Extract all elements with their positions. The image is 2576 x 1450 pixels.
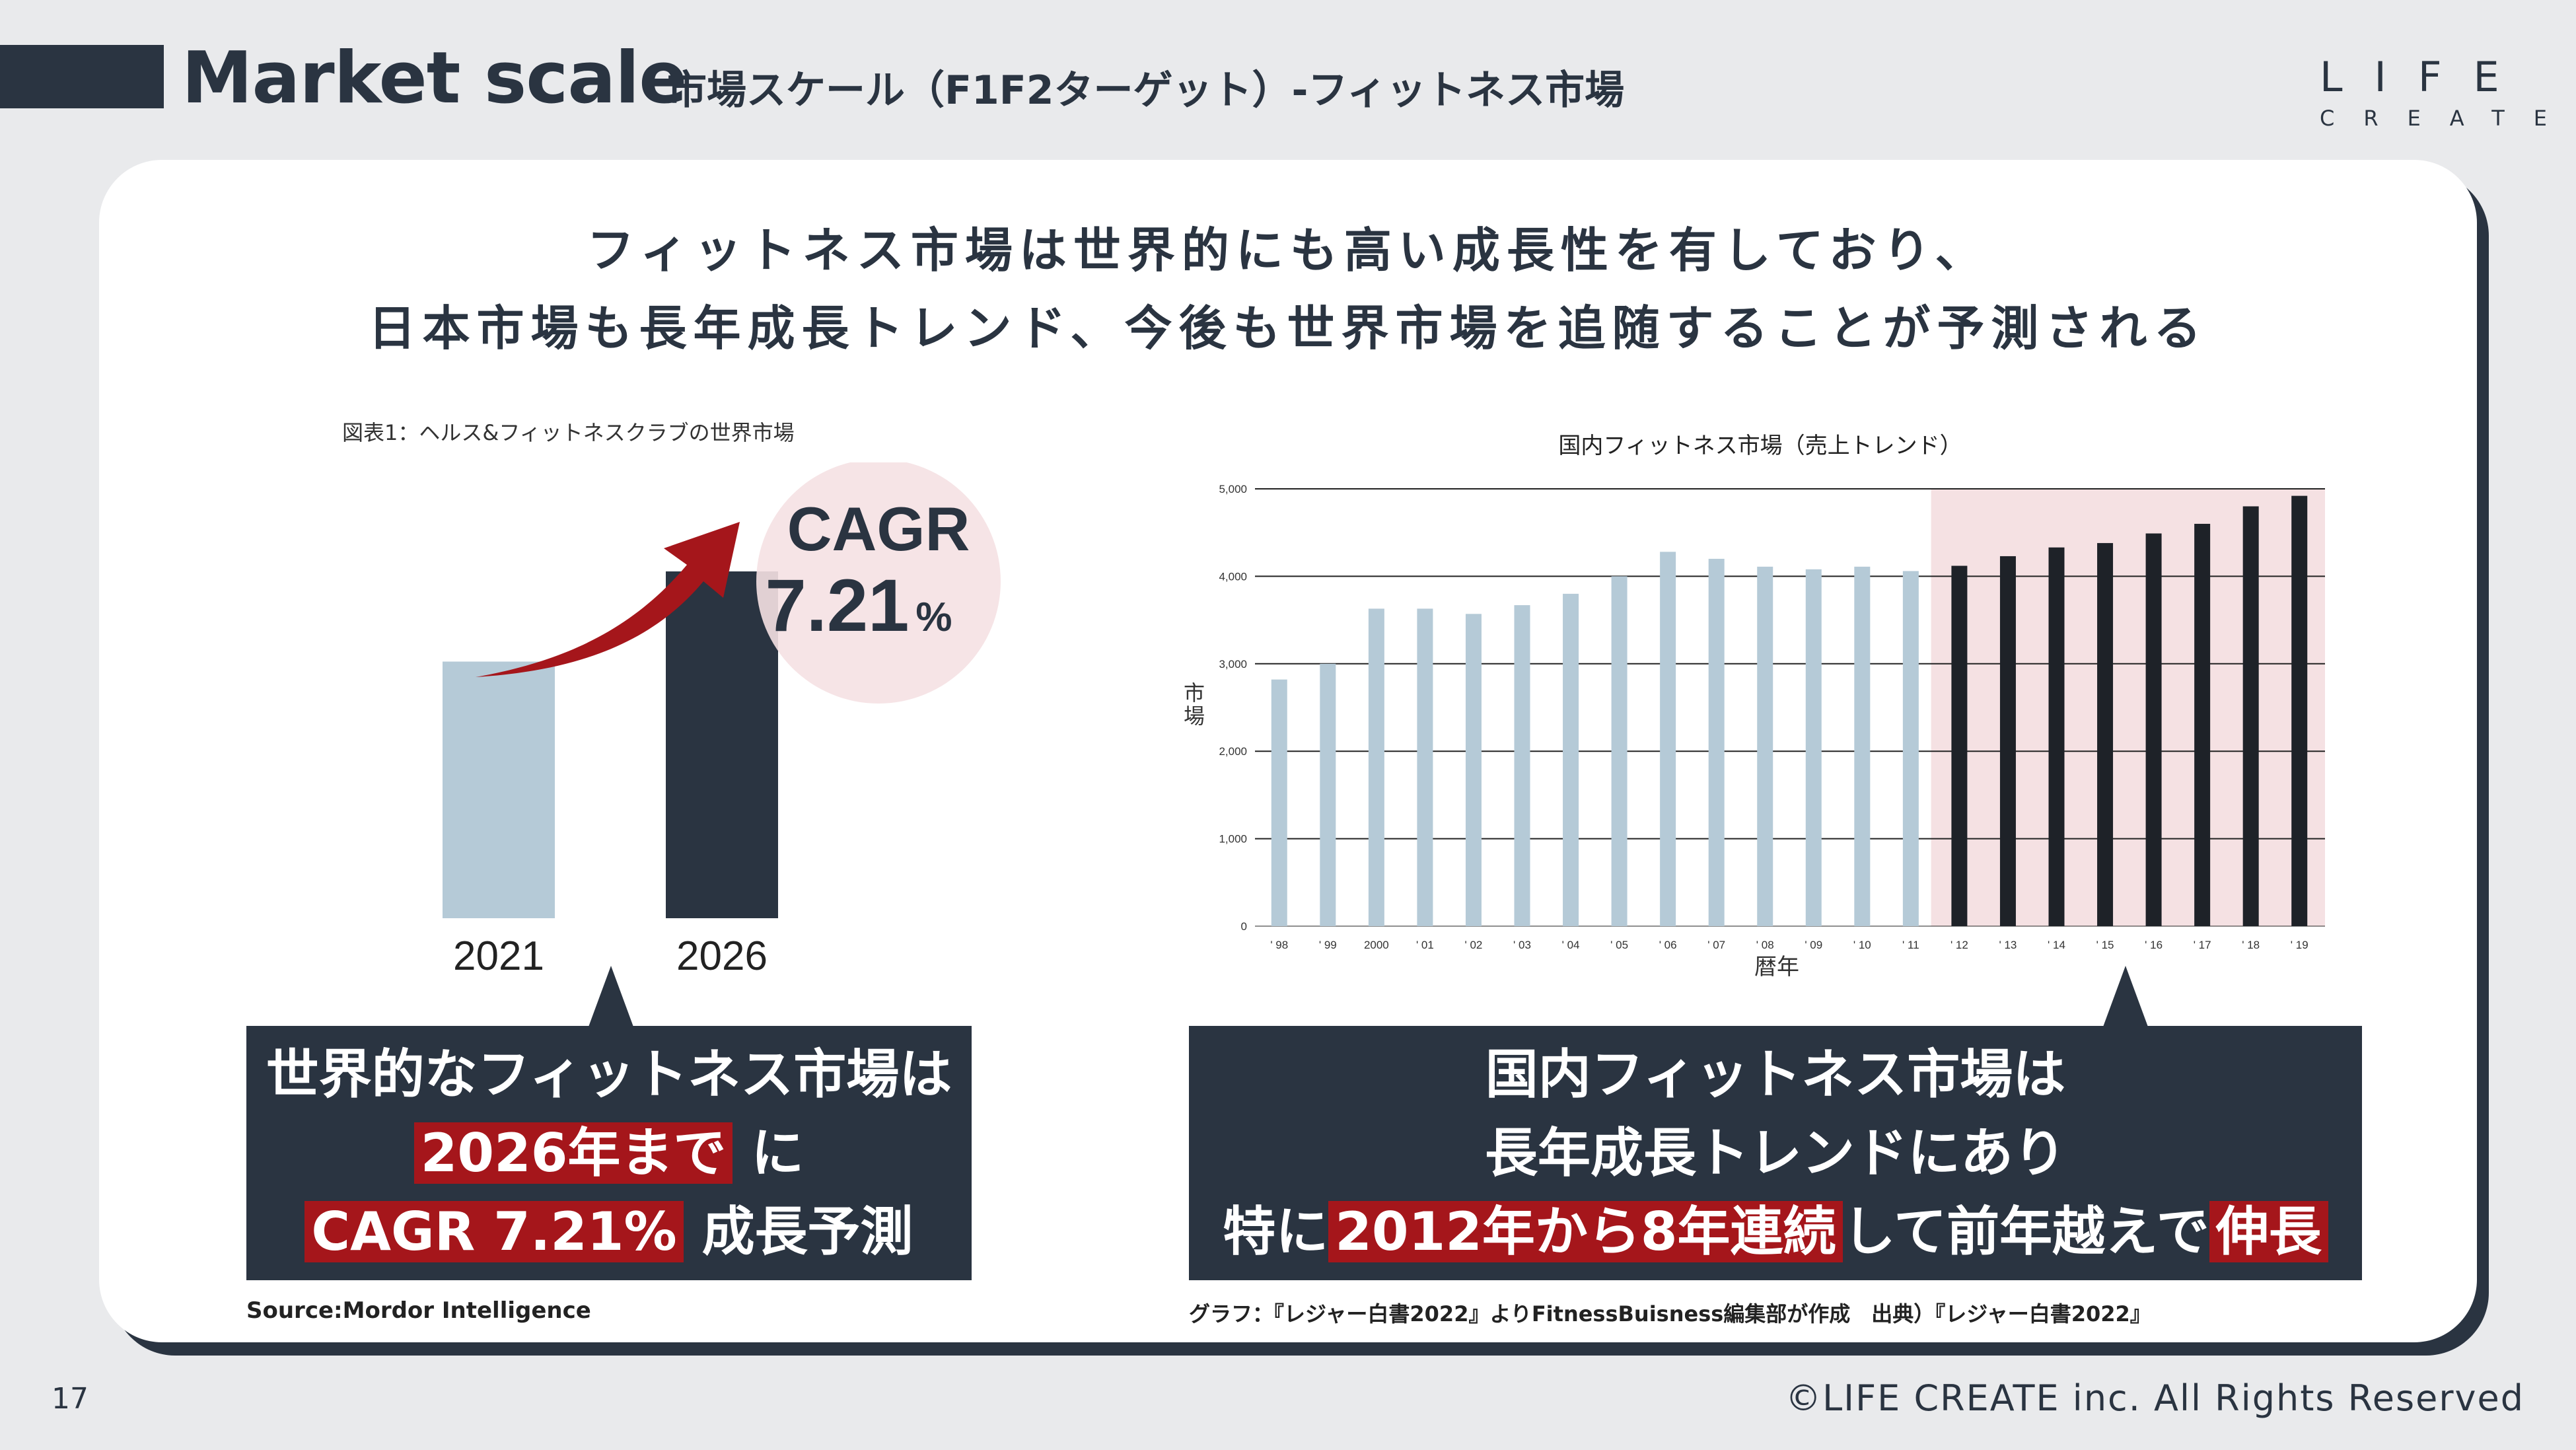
x-axis-label: 暦年 [1754, 955, 1799, 980]
right-callout-prefix: 特に [1223, 1201, 1329, 1262]
x-tick-label: 2000 [1364, 939, 1389, 951]
domestic-bar [2145, 533, 2162, 926]
x-tick-label: ' 10 [1853, 939, 1871, 951]
y-tick-label: 5,000 [1219, 483, 1247, 495]
domestic-bar [1320, 663, 1336, 926]
domestic-bar [1902, 571, 1919, 926]
logo-create: CREATE [2320, 106, 2576, 131]
figure-caption: 図表1：ヘルス&フィットネスクラブの世界市場 [342, 420, 795, 445]
domestic-bar [1757, 566, 1773, 926]
left-callout: 世界的なフィットネス市場は 2026年まで に CAGR 7.21% 成長予測 [246, 1026, 972, 1280]
y-tick-label: 1,000 [1219, 833, 1247, 846]
highlight-region [1931, 489, 2325, 926]
global-market-chart: 2021 2026 CAGR 7.21% [443, 462, 1001, 979]
right-callout-middle: して前年越えで [1842, 1201, 2209, 1262]
domestic-market-chart: 国内フィットネス市場（売上トレンド） 0 1,000 2,000 3,000 4,000… [1184, 433, 2325, 980]
left-source: Source:Mordor Intelligence [246, 1297, 591, 1324]
x-tick-label: ' 07 [1707, 939, 1725, 951]
page-title: Market scale [182, 37, 687, 120]
highlight-growth: 伸長 [2209, 1201, 2328, 1262]
left-callout-line-2: 2026年まで に [246, 1114, 972, 1192]
y-axis-label-2: 場 [1184, 704, 1205, 728]
right-callout-line-3: 特に 2012年から8年連続 して前年越えで 伸長 [1189, 1192, 2362, 1271]
left-callout-pointer [588, 966, 634, 1029]
x-tick-label: ' 06 [1659, 939, 1677, 951]
global-bar-label-2026: 2026 [676, 933, 768, 979]
x-tick-label: ' 17 [2194, 939, 2211, 951]
domestic-bar [1563, 593, 1579, 926]
x-tick-label: ' 13 [1999, 939, 2017, 951]
domestic-bar [1660, 552, 1676, 926]
left-callout-growth-text: 成長予測 [701, 1201, 913, 1262]
headline-line-1: フィットネス市場は世界的にも高い成長性を有しており、 [587, 223, 1989, 278]
headline: フィットネス市場は世界的にも高い成長性を有しており、 日本市場も長年成長トレンド… [99, 211, 2477, 367]
x-tick-label: ' 03 [1513, 939, 1531, 951]
domestic-bar [2291, 495, 2308, 926]
x-tick-label: ' 02 [1465, 939, 1483, 951]
x-tick-label: ' 09 [1805, 939, 1822, 951]
domestic-bar [1417, 608, 1433, 926]
x-tick-label: ' 14 [2048, 939, 2065, 951]
left-callout-particle: に [751, 1122, 805, 1184]
left-callout-line-1: 世界的なフィットネス市場は [266, 1044, 952, 1105]
y-tick-label: 0 [1241, 920, 1247, 933]
domestic-bar [2048, 547, 2065, 926]
y-axis-label-1: 市 [1184, 681, 1205, 705]
right-chart-title: 国内フィットネス市場（売上トレンド） [1558, 433, 1962, 458]
headline-line-2: 日本市場も長年成長トレンド、今後も世界市場を追随することが予測される [368, 301, 2208, 356]
domestic-bar [2242, 506, 2259, 926]
domestic-bar [1951, 565, 1968, 926]
global-bar-label-2021: 2021 [453, 933, 544, 979]
domestic-bar [1368, 608, 1384, 926]
domestic-bar [1465, 614, 1482, 926]
right-source: グラフ：『レジャー白書2022』よりFitnessBuisness編集部が作成 … [1189, 1301, 2151, 1326]
x-tick-label: ' 98 [1270, 939, 1288, 951]
right-callout-pointer [2102, 966, 2149, 1029]
domestic-bar [1999, 556, 2016, 926]
logo-life: LIFE [2320, 53, 2531, 101]
right-callout-line-2: 長年成長トレンドにあり [1485, 1122, 2066, 1184]
domestic-bar [2097, 543, 2114, 926]
global-bar-2021 [443, 661, 555, 918]
y-tick-label: 4,000 [1219, 570, 1247, 583]
y-tick-label: 2,000 [1219, 745, 1247, 758]
page-number: 17 [52, 1382, 89, 1416]
x-tick-label: ' 15 [2096, 939, 2114, 951]
domestic-bar [1708, 558, 1725, 926]
domestic-bar [1854, 566, 1871, 926]
domestic-bar [2194, 523, 2211, 926]
x-tick-label: ' 05 [1610, 939, 1628, 951]
growth-arrow-icon [476, 522, 740, 677]
x-tick-label: ' 11 [1902, 939, 1919, 951]
cagr-label: CAGR [787, 494, 970, 563]
x-tick-label: ' 99 [1319, 939, 1337, 951]
highlight-2012: 2012年から8年連続 [1328, 1201, 1843, 1262]
domestic-bar [1271, 679, 1287, 926]
highlight-2026: 2026年まで [413, 1122, 733, 1184]
right-callout: 国内フィットネス市場は 長年成長トレンドにあり 特に 2012年から8年連続 して前… [1189, 1026, 2362, 1280]
x-tick-label: ' 19 [2291, 939, 2308, 951]
x-tick-label: ' 12 [1950, 939, 1968, 951]
x-tick-label: ' 08 [1756, 939, 1774, 951]
domestic-bar [1805, 569, 1822, 926]
domestic-bar [1514, 605, 1530, 926]
x-tick-label: ' 01 [1416, 939, 1434, 951]
header-accent-bar [0, 45, 164, 108]
right-callout-line-1: 国内フィットネス市場は [1485, 1044, 2066, 1105]
x-tick-label: ' 18 [2242, 939, 2260, 951]
global-bar-2026 [666, 571, 778, 918]
left-callout-line-3: CAGR 7.21% 成長予測 [246, 1192, 972, 1271]
cagr-value: 7.21% [765, 564, 952, 647]
x-tick-label: ' 04 [1562, 939, 1580, 951]
highlight-cagr: CAGR 7.21% [304, 1201, 684, 1262]
x-tick-label: ' 16 [2145, 939, 2163, 951]
copyright: ©LIFE CREATE inc. All Rights Reserved [1785, 1377, 2524, 1419]
cagr-badge [756, 462, 1001, 704]
domestic-bar [1611, 576, 1628, 926]
page-subtitle: 市場スケール（F1F2ターゲット）-フィットネス市場 [667, 67, 1625, 114]
y-tick-label: 3,000 [1219, 658, 1247, 671]
